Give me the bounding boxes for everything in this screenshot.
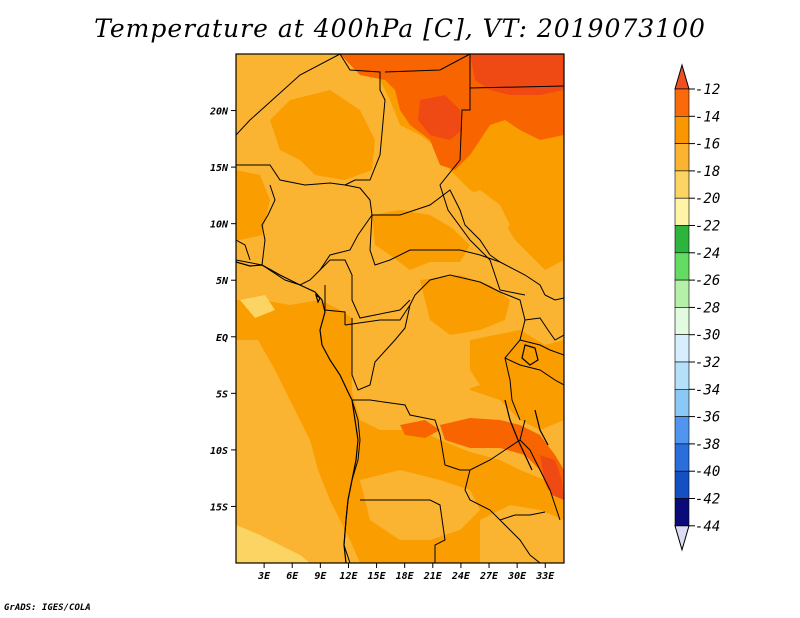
colorbar-swatch xyxy=(674,88,690,117)
field-region-16 xyxy=(390,350,480,395)
colorbar-swatch xyxy=(674,361,690,390)
field-region-14 xyxy=(236,170,270,240)
colorbar-label: -40 xyxy=(695,464,720,480)
lat-tick-label: 10S xyxy=(210,446,228,457)
lon-tick-label: 12E xyxy=(339,571,358,582)
field-region-10 xyxy=(470,54,564,95)
lat-tick-label: 15N xyxy=(210,163,229,174)
lon-tick-label: 24E xyxy=(451,571,471,582)
lon-tick-label: 9E xyxy=(314,571,327,582)
colorbar-label: -24 xyxy=(695,246,720,262)
field-region-16 xyxy=(455,190,510,240)
colorbar-swatch xyxy=(674,443,690,472)
lat-tick-label: 5N xyxy=(216,276,229,287)
lat-tick-label: EQ xyxy=(216,333,228,344)
colorbar-label: -36 xyxy=(695,410,720,426)
lon-tick-label: 30E xyxy=(507,571,527,582)
field-region-14 xyxy=(270,90,375,180)
field-region-10 xyxy=(418,95,462,140)
lat-tick-label: 20N xyxy=(209,107,229,118)
lon-tick-label: 15E xyxy=(368,571,387,582)
footer-credit: GrADS: IGES/COLA xyxy=(4,603,91,613)
colorbar-swatch xyxy=(674,170,690,199)
colorbar-label: -28 xyxy=(695,300,720,316)
field-region-16 xyxy=(360,470,480,540)
colorbar-label: -38 xyxy=(695,437,720,453)
colorbar: -12 -14 -16 -18 -20 -22 -24 -26 -28 -30 -32 -34 -36 -… xyxy=(674,63,720,552)
field-region-12 xyxy=(400,420,440,438)
lon-tick-label: 18E xyxy=(396,571,415,582)
colorbar-swatch xyxy=(674,116,690,144)
coastline xyxy=(236,261,549,563)
colorbar-label: -30 xyxy=(695,328,720,344)
colorbar-swatch xyxy=(674,279,690,308)
field-region-18 xyxy=(240,295,275,318)
lat-tick-label: 10N xyxy=(210,220,229,231)
field-region-14 xyxy=(470,330,564,430)
map-frame-border xyxy=(235,53,565,564)
colorbar-swatch xyxy=(674,498,690,527)
colorbar-swatch xyxy=(674,416,690,445)
colorbar-label: -14 xyxy=(695,109,720,125)
colorbar-label: -34 xyxy=(695,382,720,398)
colorbar-swatch xyxy=(674,334,690,363)
lon-tick-label: 33E xyxy=(535,571,555,582)
colorbar-swatch xyxy=(674,225,690,254)
field-region-18 xyxy=(236,525,310,563)
lon-tick-label: 21E xyxy=(423,571,443,582)
colorbar-label: -20 xyxy=(695,191,720,207)
colorbar-bottom-arrow xyxy=(674,525,690,552)
field-region-14 xyxy=(420,275,510,335)
colorbar-swatch xyxy=(674,143,690,172)
field-region-16 xyxy=(236,340,360,563)
colorbar-label: -12 xyxy=(695,82,720,98)
colorbar-label: -42 xyxy=(695,492,720,508)
colorbar-swatch xyxy=(674,197,690,226)
colorbar-label: -44 xyxy=(695,519,720,535)
lon-axis: 3E 6E 9E 12E 15E 18E 21E 24E 27E 30E 33E xyxy=(257,563,555,582)
map-frame: 3E 6E 9E 12E 15E 18E 21E 24E 27E 30E 33E 20N 15N 10N… xyxy=(209,53,565,582)
colorbar-top-arrow xyxy=(674,63,690,90)
colorbar-swatch xyxy=(674,388,690,417)
lon-tick-label: 6E xyxy=(286,571,299,582)
colorbar-label: -16 xyxy=(695,137,720,153)
field-region-12 xyxy=(440,418,564,495)
colorbar-swatch xyxy=(674,252,690,281)
lon-tick-label: 27E xyxy=(479,571,499,582)
colorbar-label: -26 xyxy=(695,273,720,289)
lat-tick-label: 15S xyxy=(210,502,228,513)
colorbar-label: -32 xyxy=(695,355,720,371)
field-region-14 xyxy=(372,210,470,270)
lat-axis: 20N 15N 10N 5N EQ 5S 10S 15S xyxy=(209,107,236,513)
lon-tick-label: 3E xyxy=(257,571,271,582)
colorbar-swatch xyxy=(674,470,690,499)
colorbar-label: -22 xyxy=(695,219,720,235)
page-title: Temperature at 400hPa [C], VT: 201907310… xyxy=(94,14,706,43)
colorbar-label: -18 xyxy=(695,164,720,180)
lat-tick-label: 5S xyxy=(216,389,228,400)
field-region-10 xyxy=(540,455,564,500)
colorbar-swatch xyxy=(674,307,690,335)
